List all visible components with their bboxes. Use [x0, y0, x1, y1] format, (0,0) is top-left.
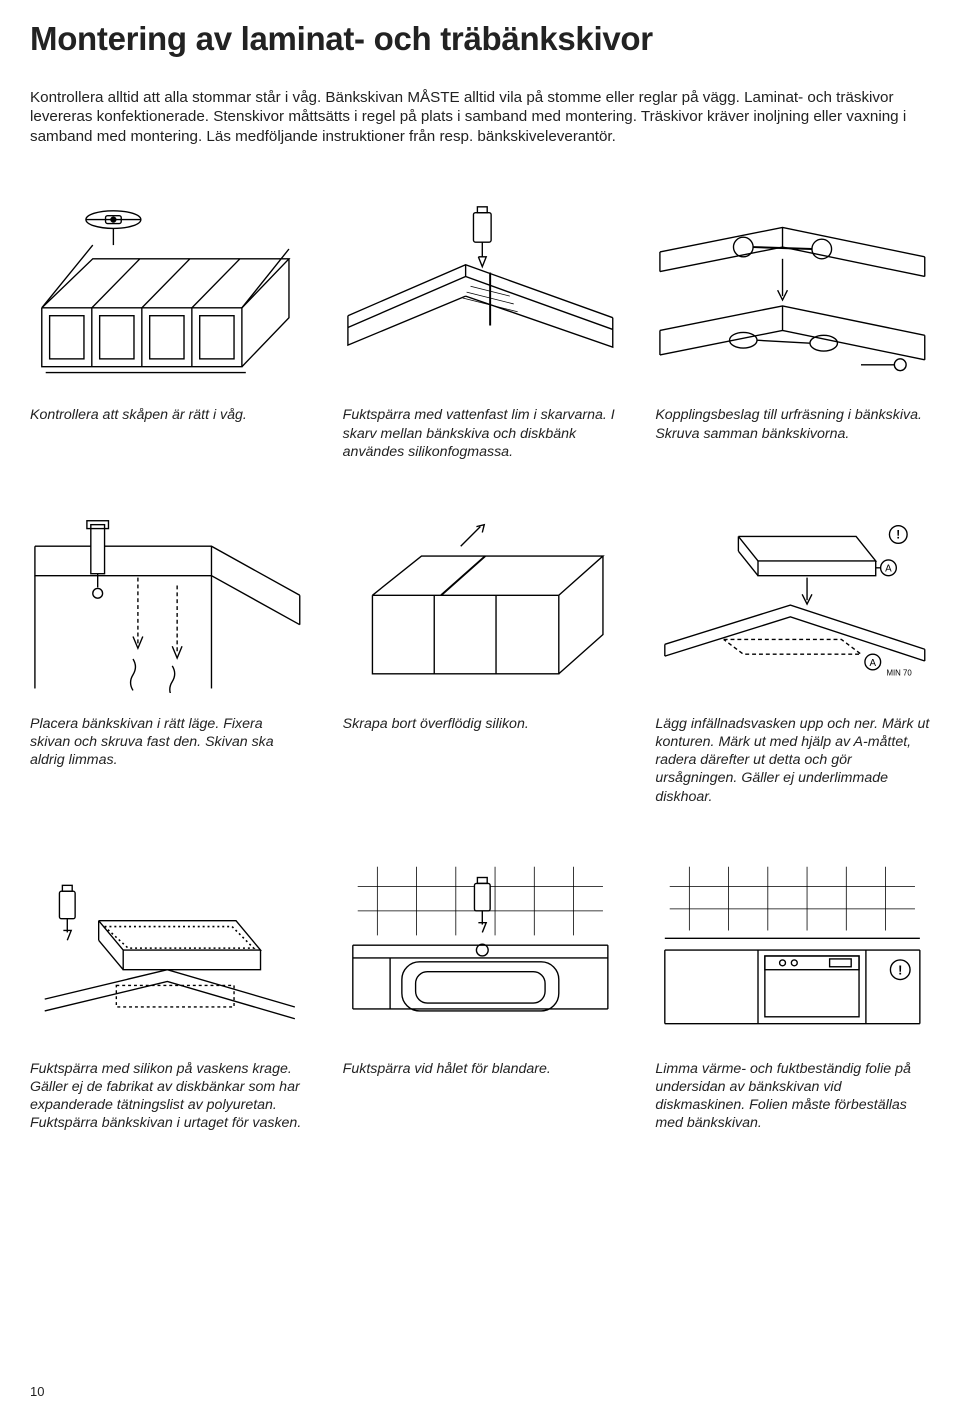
figure-caption: Kopplingsbeslag till urfräsning i bänksk…	[655, 406, 930, 442]
svg-text:MIN 70: MIN 70	[887, 668, 913, 677]
instruction-row: Kontrollera att skåpen är rätt i våg.	[30, 196, 930, 461]
figure-sink-mark-cut: A A MIN 70 !	[655, 505, 930, 695]
instruction-cell: ! Limma värme- och fuktbeständig folie p…	[655, 850, 930, 1133]
instruction-cell: Fuktspärra med silikon på vaskens krage.…	[30, 850, 305, 1133]
figure-scrape-silicone	[343, 505, 618, 695]
figure-caption: Skrapa bort överflödig silikon.	[343, 715, 618, 733]
svg-text:!: !	[898, 962, 902, 977]
svg-text:A: A	[870, 658, 877, 669]
svg-text:A: A	[886, 563, 893, 574]
figure-glue-joint	[343, 196, 618, 386]
svg-text:!: !	[897, 528, 901, 541]
instruction-cell: Skrapa bort överflödig silikon.	[343, 505, 618, 806]
figure-clamp-screw	[30, 505, 305, 695]
figure-caption: Fuktspärra vid hålet för blandare.	[343, 1060, 618, 1078]
page-title: Montering av laminat- och träbänkskivor	[30, 20, 930, 58]
page-number: 10	[30, 1384, 44, 1399]
instruction-cell: Kontrollera att skåpen är rätt i våg.	[30, 196, 305, 461]
instruction-cell: Fuktspärra med vattenfast lim i skarvarn…	[343, 196, 618, 461]
instruction-row: Fuktspärra med silikon på vaskens krage.…	[30, 850, 930, 1133]
instruction-cell: A A MIN 70 ! Lägg infällnadsvasken upp o…	[655, 505, 930, 806]
figure-caption: Fuktspärra med vattenfast lim i skarvarn…	[343, 406, 618, 461]
intro-paragraph: Kontrollera alltid att alla stommar står…	[30, 88, 930, 146]
figure-connector-bolt	[655, 196, 930, 386]
figure-seal-sink-collar	[30, 850, 305, 1040]
figure-caption: Limma värme- och fuktbeständig folie på …	[655, 1060, 930, 1133]
figure-caption: Fuktspärra med silikon på vaskens krage.…	[30, 1060, 305, 1133]
instruction-cell: Fuktspärra vid hålet för blandare.	[343, 850, 618, 1133]
figure-foil-dishwasher: !	[655, 850, 930, 1040]
figure-caption: Lägg infällnadsvasken upp och ner. Märk …	[655, 715, 930, 806]
figure-cabinets-level	[30, 196, 305, 386]
figure-seal-tap-hole	[343, 850, 618, 1040]
instruction-row: Placera bänkskivan i rätt läge. Fixera s…	[30, 505, 930, 806]
figure-caption: Kontrollera att skåpen är rätt i våg.	[30, 406, 305, 424]
instruction-cell: Kopplingsbeslag till urfräsning i bänksk…	[655, 196, 930, 461]
instruction-cell: Placera bänkskivan i rätt läge. Fixera s…	[30, 505, 305, 806]
figure-caption: Placera bänkskivan i rätt läge. Fixera s…	[30, 715, 305, 770]
